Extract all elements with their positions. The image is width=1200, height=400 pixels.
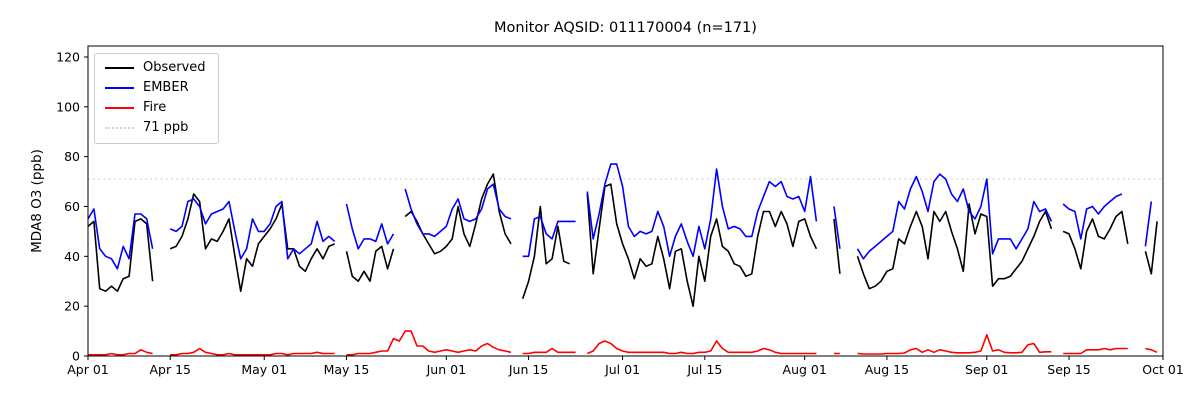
x-tick-label: Jun 15 [508,362,548,377]
x-tick-label: Jul 15 [686,362,722,377]
legend-item-fire: Fire [105,101,206,115]
y-tick-label: 120 [56,49,80,64]
y-tick-label: 20 [64,299,80,314]
x-tick-label: Aug 01 [783,362,827,377]
legend-item-71-ppb: 71 ppb [105,121,206,135]
chart-title: Monitor AQSID: 011170004 (n=171) [494,20,757,36]
x-tick-label: May 01 [241,362,287,377]
legend-label: Observed [143,60,206,75]
x-tick-label: Oct 01 [1142,362,1184,377]
legend-swatch-observed [105,67,134,69]
legend: Observed EMBER Fire 71 ppb [94,53,219,144]
series-fire-line [88,330,1158,356]
y-tick-label: 40 [64,249,80,264]
legend-swatch-71-ppb [105,127,134,129]
y-tick-label: 0 [72,349,80,364]
plot-frame [87,45,1164,357]
series-observed-line [87,173,1158,307]
legend-swatch-ember [105,87,134,89]
x-tick-label: Jul 01 [604,362,640,377]
legend-label: 71 ppb [143,120,189,135]
x-tick-label: Sep 15 [1047,362,1090,377]
legend-label: Fire [143,100,167,115]
x-tick-label: Apr 15 [149,362,191,377]
y-tick-label: 60 [64,199,80,214]
x-tick-label: Jun 01 [426,362,466,377]
x-tick-label: Apr 01 [67,362,109,377]
legend-item-ember: EMBER [105,81,206,95]
series-ember-line [87,163,1153,270]
x-tick-label: Sep 01 [965,362,1008,377]
x-tick-label: May 15 [324,362,370,377]
legend-swatch-fire [105,107,134,109]
y-tick-label: 80 [64,149,80,164]
legend-label: EMBER [143,80,189,95]
legend-item-observed: Observed [105,61,206,75]
x-tick-label: Aug 15 [865,362,909,377]
y-tick-label: 100 [56,99,80,114]
